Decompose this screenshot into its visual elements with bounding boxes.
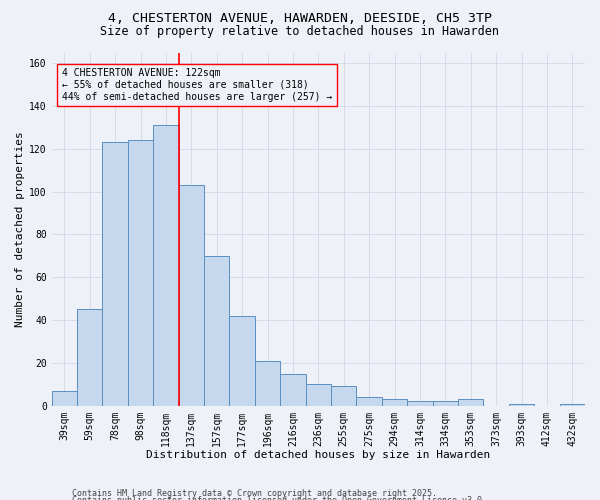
Bar [433,402,458,406]
Bar [407,402,433,406]
Bar [305,384,331,406]
Y-axis label: Number of detached properties: Number of detached properties [15,131,25,327]
Bar [560,404,585,406]
Bar [179,185,204,406]
Bar [255,361,280,406]
Text: 4 CHESTERTON AVENUE: 122sqm
← 55% of detached houses are smaller (318)
44% of se: 4 CHESTERTON AVENUE: 122sqm ← 55% of det… [62,68,332,102]
Text: Contains HM Land Registry data © Crown copyright and database right 2025.: Contains HM Land Registry data © Crown c… [72,488,437,498]
Text: Size of property relative to detached houses in Hawarden: Size of property relative to detached ho… [101,25,499,38]
Text: 4, CHESTERTON AVENUE, HAWARDEN, DEESIDE, CH5 3TP: 4, CHESTERTON AVENUE, HAWARDEN, DEESIDE,… [108,12,492,26]
Bar [103,142,128,406]
Bar [52,390,77,406]
Bar [331,386,356,406]
Bar [280,374,305,406]
X-axis label: Distribution of detached houses by size in Hawarden: Distribution of detached houses by size … [146,450,490,460]
Bar [229,316,255,406]
Bar [509,404,534,406]
Bar [356,397,382,406]
Bar [204,256,229,406]
Bar [128,140,153,406]
Bar [153,126,179,406]
Text: Contains public sector information licensed under the Open Government Licence v3: Contains public sector information licen… [72,496,487,500]
Bar [77,310,103,406]
Bar [382,400,407,406]
Bar [458,400,484,406]
